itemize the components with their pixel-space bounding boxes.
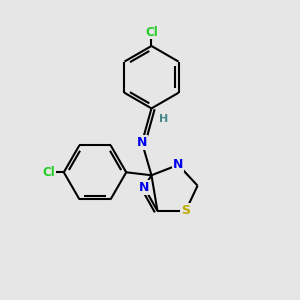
Text: N: N [173, 158, 183, 171]
Text: H: H [159, 114, 169, 124]
Text: N: N [137, 136, 147, 149]
Text: Cl: Cl [145, 26, 158, 38]
Text: Cl: Cl [43, 166, 55, 179]
Text: S: S [181, 204, 190, 218]
Text: N: N [139, 181, 149, 194]
